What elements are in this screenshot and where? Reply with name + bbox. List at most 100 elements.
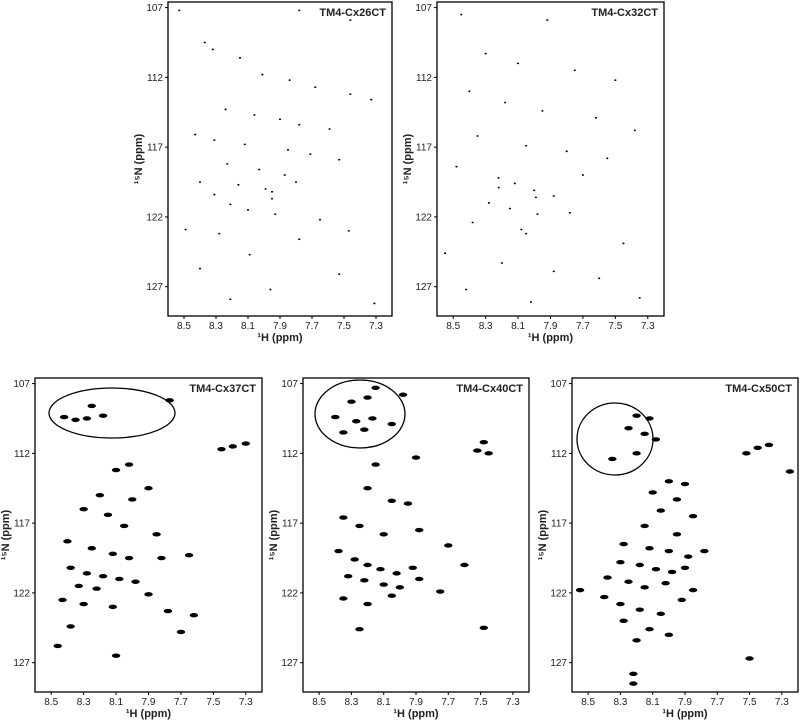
y-tick-label: 127 (146, 282, 163, 293)
y-tick-label: 122 (550, 588, 567, 599)
peak (334, 548, 343, 554)
x-axis-label: ¹H (ppm) (257, 332, 303, 344)
peak (635, 607, 644, 612)
peak (328, 128, 331, 130)
y-tick-label: 112 (282, 449, 298, 460)
peak (274, 213, 277, 216)
peak (387, 498, 396, 504)
peak (497, 176, 500, 179)
peak (363, 562, 372, 568)
peak (352, 419, 361, 424)
peak (745, 656, 754, 661)
peak (371, 462, 380, 467)
y-axis-label: ¹⁵N (ppm) (402, 133, 414, 184)
peak (633, 129, 636, 132)
peak (476, 135, 479, 137)
peak (355, 627, 364, 632)
x-tick-label: 7.7 (710, 697, 724, 708)
peak (298, 9, 301, 12)
x-tick-label: 8.5 (581, 697, 595, 708)
y-axis-label: ¹⁵N (ppm) (537, 509, 549, 560)
x-tick-label: 7.5 (743, 697, 757, 708)
peak (79, 506, 88, 512)
peak (344, 573, 353, 579)
peak (398, 392, 408, 397)
peak (53, 643, 62, 649)
peak (619, 541, 628, 547)
peak (629, 671, 638, 677)
x-axis-label: ¹H (ppm) (662, 708, 708, 720)
peak (178, 9, 181, 12)
peak (688, 587, 698, 593)
x-tick-label: 8.3 (77, 697, 91, 708)
peak (387, 593, 396, 598)
peak (408, 565, 417, 570)
peak (124, 462, 134, 467)
peak (331, 414, 340, 420)
y-tick-label: 112 (551, 449, 567, 460)
peak (355, 523, 364, 529)
peak (565, 150, 568, 153)
panel: 107 112 117 122 127 8.5 8.3 8.1 7.9 7.7 7.5 7.3 ¹H (… (268, 377, 530, 720)
peak (144, 486, 153, 491)
peak (656, 508, 665, 513)
peak (264, 188, 267, 190)
y-tick-label: 117 (14, 519, 30, 530)
peak (211, 48, 214, 51)
peak (298, 238, 301, 241)
x-axis-label: ¹H (ppm) (393, 708, 439, 720)
peak (194, 133, 197, 136)
peak (460, 13, 463, 16)
peak (603, 575, 612, 580)
peak (645, 546, 654, 551)
peak (632, 451, 641, 456)
peak (213, 139, 216, 142)
peak (111, 653, 121, 658)
peak (403, 501, 413, 506)
peak (261, 73, 264, 76)
peak (614, 79, 617, 82)
peak (608, 456, 617, 462)
x-tick-label: 8.3 (209, 321, 223, 332)
peak (309, 153, 312, 156)
peak (128, 497, 137, 502)
y-tick-label: 107 (415, 3, 432, 14)
peak (541, 109, 544, 112)
peak (288, 79, 291, 82)
peak (516, 62, 520, 65)
peak (392, 571, 401, 576)
peak (339, 515, 348, 520)
y-tick-label: 117 (147, 143, 163, 154)
panel: 107 112 117 122 127 8.5 8.3 8.1 7.9 7.7 7.5 7.3 ¹H (… (133, 1, 393, 344)
peak (347, 229, 350, 232)
peak (314, 86, 317, 89)
peak (616, 560, 625, 565)
peak (198, 267, 202, 270)
peak (635, 562, 644, 568)
peak (411, 455, 421, 460)
peak (638, 296, 641, 299)
y-tick-label: 122 (13, 588, 30, 599)
peak (270, 197, 274, 200)
peak (497, 186, 500, 189)
peak (124, 555, 134, 561)
x-tick-label: 8.5 (44, 697, 58, 708)
peak (349, 19, 352, 22)
peak (651, 566, 661, 572)
peak (764, 442, 774, 448)
peak (479, 439, 488, 445)
peak (677, 597, 686, 603)
peak (294, 181, 298, 183)
x-tick-label: 8.3 (479, 321, 493, 332)
peak (87, 403, 96, 409)
peak (508, 207, 512, 210)
peak (444, 252, 447, 255)
peak (573, 69, 576, 72)
x-tick-label: 8.1 (511, 321, 525, 332)
peak (163, 608, 173, 614)
highlight-ellipse (48, 387, 176, 439)
peak (688, 513, 698, 519)
peak (753, 445, 762, 450)
peak (684, 554, 693, 559)
